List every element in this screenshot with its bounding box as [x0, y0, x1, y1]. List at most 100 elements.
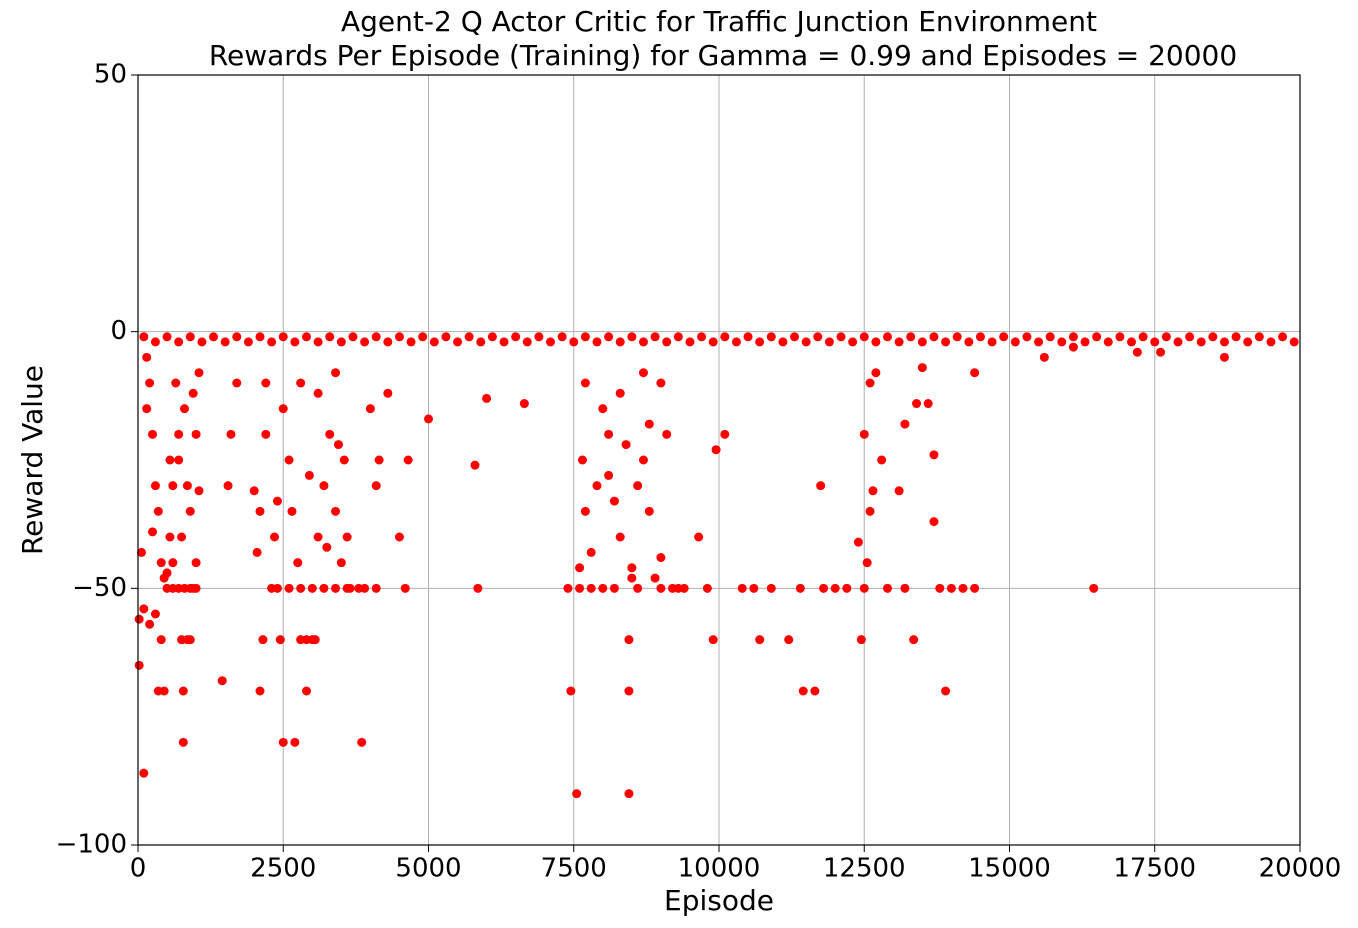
point	[708, 337, 718, 347]
point	[1010, 337, 1020, 347]
point	[575, 583, 585, 593]
point	[165, 532, 175, 542]
point	[301, 686, 311, 696]
point	[999, 332, 1009, 342]
point	[941, 337, 951, 347]
point	[909, 635, 919, 645]
point	[853, 537, 863, 547]
point	[142, 404, 152, 414]
point	[178, 737, 188, 747]
point	[720, 332, 730, 342]
point	[136, 547, 146, 557]
point	[1068, 332, 1078, 342]
point	[139, 604, 149, 614]
point	[557, 332, 567, 342]
point	[912, 399, 922, 409]
point	[784, 635, 794, 645]
point	[174, 455, 184, 465]
point	[604, 429, 614, 439]
point	[255, 686, 265, 696]
point	[592, 337, 602, 347]
point	[354, 583, 364, 593]
point	[278, 332, 288, 342]
point	[267, 337, 277, 347]
point	[296, 378, 306, 388]
point	[859, 583, 869, 593]
point	[604, 332, 614, 342]
point	[1127, 337, 1137, 347]
point	[441, 332, 451, 342]
point	[473, 583, 483, 593]
point	[580, 332, 590, 342]
point	[252, 547, 262, 557]
point	[261, 378, 271, 388]
point	[894, 486, 904, 496]
point	[1289, 337, 1299, 347]
point	[627, 573, 637, 583]
point	[627, 332, 637, 342]
chart-title: Agent-2 Q Actor Critic for Traffic Junct…	[341, 5, 1097, 38]
point	[711, 445, 721, 455]
point	[150, 481, 160, 491]
point	[1243, 337, 1253, 347]
point	[917, 337, 927, 347]
point	[357, 737, 367, 747]
point	[487, 332, 497, 342]
point	[865, 506, 875, 516]
point	[882, 332, 892, 342]
point	[1196, 337, 1206, 347]
point	[534, 332, 544, 342]
point	[394, 332, 404, 342]
point	[644, 506, 654, 516]
point	[293, 558, 303, 568]
point	[662, 429, 672, 439]
point	[702, 583, 712, 593]
x-tick-label: 12500	[823, 854, 906, 884]
point	[310, 635, 320, 645]
point	[1185, 332, 1195, 342]
point	[862, 558, 872, 568]
point	[139, 332, 149, 342]
point	[842, 583, 852, 593]
point	[810, 686, 820, 696]
point	[749, 583, 759, 593]
point	[177, 532, 187, 542]
point	[331, 368, 341, 378]
point	[813, 332, 823, 342]
point	[720, 429, 730, 439]
point	[159, 686, 169, 696]
point	[168, 481, 178, 491]
point	[755, 635, 765, 645]
point	[941, 686, 951, 696]
point	[650, 573, 660, 583]
point	[708, 635, 718, 645]
point	[182, 481, 192, 491]
point	[615, 337, 625, 347]
point	[569, 337, 579, 347]
point	[223, 481, 233, 491]
point	[673, 332, 683, 342]
x-tick-label: 2500	[250, 854, 316, 884]
point	[148, 527, 158, 537]
point	[1173, 337, 1183, 347]
point	[795, 583, 805, 593]
point	[313, 388, 323, 398]
point	[519, 399, 529, 409]
point	[159, 573, 169, 583]
y-tick-label: −100	[56, 830, 127, 860]
point	[278, 404, 288, 414]
x-axis-label: Episode	[664, 884, 774, 917]
point	[598, 404, 608, 414]
point	[348, 332, 358, 342]
point	[464, 332, 474, 342]
point	[615, 532, 625, 542]
point	[871, 368, 881, 378]
point	[958, 583, 968, 593]
chart-subtitle: Rewards Per Episode (Training) for Gamma…	[209, 39, 1237, 72]
point	[429, 337, 439, 347]
point	[171, 378, 181, 388]
point	[970, 368, 980, 378]
point	[511, 332, 521, 342]
point	[1156, 347, 1166, 357]
point	[1115, 332, 1125, 342]
